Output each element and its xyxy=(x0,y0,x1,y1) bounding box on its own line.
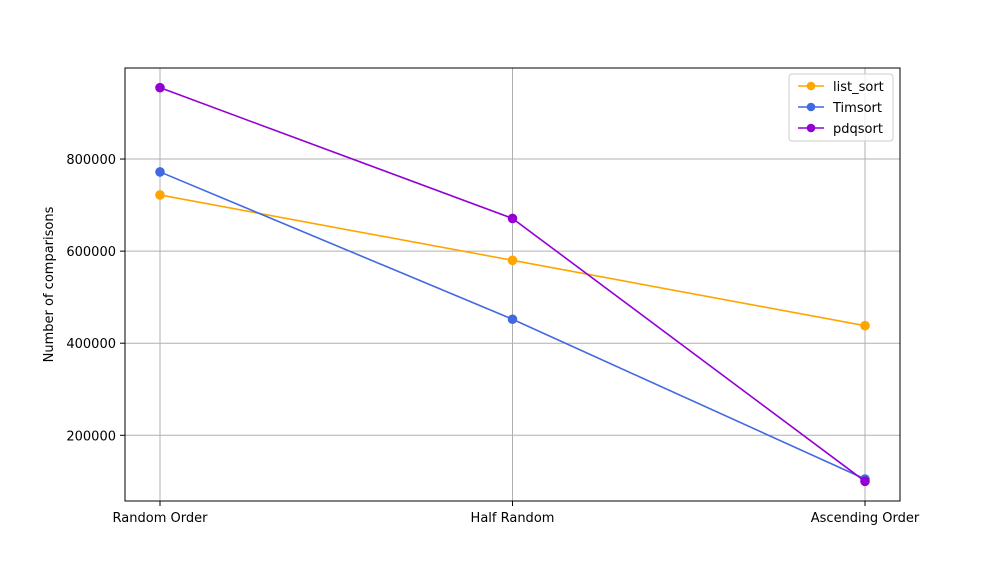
axes: Random Order Half Random Ascending Order 20… xyxy=(66,153,920,526)
legend-marker-list_sort xyxy=(806,81,816,91)
data-point-list_sort xyxy=(155,190,165,200)
legend-marker-pdqsort xyxy=(806,123,816,133)
legend-box xyxy=(788,73,894,142)
y-tick-label: 200000 xyxy=(66,429,116,444)
x-tick-label: Random Order xyxy=(113,511,209,526)
y-tick-label: 800000 xyxy=(66,153,116,168)
legend-label-Timsort: Timsort xyxy=(832,101,882,116)
y-axis-label: Number of comparisons xyxy=(42,206,57,362)
legend: list_sort Timsort pdqsort xyxy=(788,73,894,142)
legend-marker-Timsort xyxy=(806,102,816,112)
x-tick-label: Half Random xyxy=(471,511,555,526)
grid-lines xyxy=(125,68,900,501)
data-point-Timsort xyxy=(155,167,165,177)
data-point-pdqsort xyxy=(155,82,165,93)
legend-label-pdqsort: pdqsort xyxy=(833,122,883,137)
series-lines xyxy=(155,82,870,487)
data-point-list_sort xyxy=(507,255,518,266)
data-point-list_sort xyxy=(860,320,870,331)
data-point-pdqsort xyxy=(507,213,518,224)
legend-label-list_sort: list_sort xyxy=(833,80,884,95)
data-point-Timsort xyxy=(507,314,518,325)
y-tick-label: 600000 xyxy=(66,245,116,260)
x-tick-label: Ascending Order xyxy=(811,511,920,526)
y-tick-label: 400000 xyxy=(66,337,116,352)
data-point-pdqsort xyxy=(860,476,870,487)
